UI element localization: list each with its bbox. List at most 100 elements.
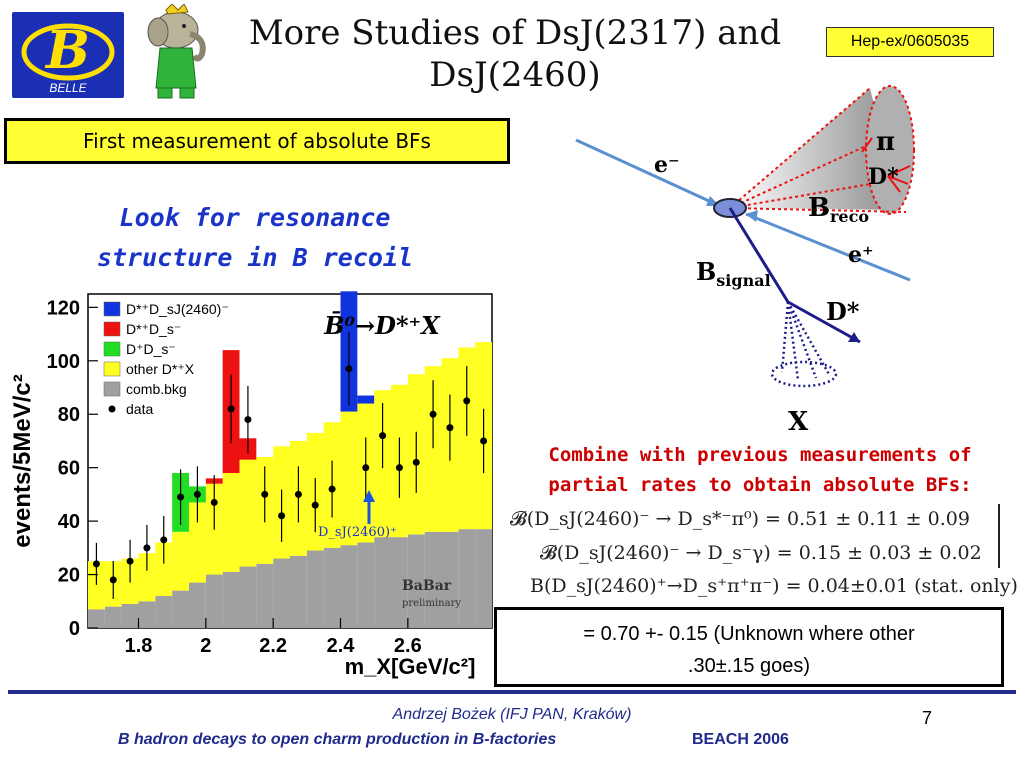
- label-dstar-top: D*: [868, 164, 899, 190]
- legend-swatch-3: [103, 361, 121, 377]
- bar-0-12: [290, 555, 307, 628]
- chart-title: B̄⁰→D*⁺X: [323, 311, 441, 340]
- reco-cone: [730, 88, 900, 210]
- bar-0-18: [391, 537, 408, 628]
- bar-0-23: [475, 529, 492, 628]
- bar-0-20: [424, 531, 442, 628]
- data-point-0: [92, 560, 100, 568]
- bar-0-7: [205, 574, 223, 628]
- electron-beam: [575, 138, 721, 208]
- bar-1-4: [155, 542, 173, 596]
- combine-line-2: partial rates to obtain absolute BFs:: [548, 474, 972, 496]
- label-dstar-bottom: D*: [826, 297, 860, 326]
- data-point-3: [143, 544, 151, 552]
- d-star-track: [787, 300, 861, 344]
- legend-label-0: D*⁺D_sJ(2460)⁻: [126, 301, 229, 317]
- bar-0-8: [222, 571, 240, 628]
- data-point-1: [109, 576, 117, 584]
- data-point-22: [463, 397, 471, 405]
- b-signal-track: [728, 207, 790, 303]
- data-point-23: [480, 437, 488, 445]
- elephant-mascot-icon: [140, 3, 220, 102]
- x-tick-label-3: 2.4: [327, 635, 356, 657]
- title-line-1: More Studies of DsJ(2317) and: [248, 13, 782, 53]
- data-point-16: [362, 464, 370, 472]
- label-breco: Breco: [808, 193, 869, 226]
- decay-diagram: e⁻ e⁺ π D* Breco Bsignal D* X: [570, 80, 1010, 440]
- bar-0-19: [407, 534, 425, 628]
- svg-text:B: B: [44, 20, 90, 81]
- combine-text: Combine with previous measurements of pa…: [505, 440, 1015, 500]
- equation-1: 𝓑(D_sJ(2460)⁻ → D_s*⁻π⁰) = 0.51 ± 0.11 ±…: [510, 508, 970, 530]
- bar-1-6: [189, 502, 206, 583]
- belle-logo: B BELLE: [12, 12, 124, 98]
- equation-2: 𝓑(D_sJ(2460)⁻ → D_s⁻γ) = 0.15 ± 0.03 ± 0…: [540, 542, 982, 564]
- bar-0-10: [256, 563, 274, 628]
- resonance-text: Look for resonance structure in B recoil: [40, 198, 470, 278]
- title-line-2: DsJ(2460): [429, 55, 601, 95]
- x-tick-label-2: 2.2: [259, 635, 287, 657]
- legend-label-1: D*⁺D_s⁻: [126, 321, 181, 337]
- bar-0-14: [323, 547, 341, 628]
- legend-swatch-0: [103, 301, 121, 317]
- data-point-8: [227, 405, 235, 413]
- y-tick-label-1: 20: [58, 565, 80, 587]
- equation-3: B(D_sJ(2460)⁺→D_s⁺π⁺π⁻) = 0.04±0.01 (sta…: [530, 575, 1018, 597]
- bar-1-3: [138, 553, 156, 602]
- data-point-13: [311, 501, 319, 509]
- mx-histogram: 0 20 40 60 80 100 120 1.8 2 2.2 2.4 2.6 events/5MeV…: [0, 288, 496, 688]
- dsj-annotation: D_sJ(2460)⁺: [318, 525, 397, 540]
- data-point-10: [261, 490, 269, 498]
- label-pi: π: [876, 127, 895, 157]
- data-point-20: [429, 410, 437, 418]
- y-tick-label-3: 60: [58, 458, 80, 480]
- footer-conference: BEACH 2006: [692, 731, 789, 748]
- reference-badge: Hep-ex/0605035: [826, 27, 994, 57]
- x-system-cone: [770, 360, 838, 388]
- data-point-9: [244, 416, 252, 424]
- bar-1-15: [340, 411, 358, 546]
- watermark-babar: BaBar: [402, 578, 452, 594]
- mx-histogram-svg: 0 20 40 60 80 100 120 1.8 2 2.2 2.4 2.6 events/5MeV…: [9, 291, 493, 679]
- bar-0-6: [189, 582, 206, 628]
- y-tick-label-5: 100: [47, 351, 80, 373]
- legend-label-2: D⁺D_s⁻: [126, 341, 176, 357]
- bar-1-20: [424, 366, 442, 532]
- resonance-text-line-1: Look for resonance: [119, 203, 391, 232]
- bar-0-9: [239, 566, 257, 628]
- bar-0-21: [441, 531, 459, 628]
- bar-1-5: [172, 531, 189, 591]
- data-point-6: [193, 490, 201, 498]
- y-tick-label-0: 0: [69, 618, 80, 640]
- result-box: = 0.70 +- 0.15 (Unknown where other .30±…: [494, 607, 1004, 687]
- label-eplus: e⁺: [848, 242, 874, 268]
- belle-logo-text: BELLE: [49, 81, 87, 95]
- bar-0-22: [458, 529, 476, 628]
- legend-swatch-4: [103, 381, 121, 397]
- bar-0-15: [340, 545, 358, 628]
- positron-beam: [745, 212, 911, 282]
- data-point-19: [412, 458, 420, 466]
- x-tick-label-1: 2: [200, 635, 211, 657]
- dsj-arrow-head: [363, 490, 375, 502]
- footer-talk-title: B hadron decays to open charm production…: [118, 731, 557, 748]
- data-point-7: [210, 498, 218, 506]
- watermark-preliminary: preliminary: [402, 598, 461, 609]
- data-point-2: [126, 557, 134, 565]
- bar-1-9: [239, 459, 257, 567]
- resonance-text-line-2: structure in B recoil: [96, 243, 414, 272]
- bar-0-11: [273, 558, 290, 628]
- footer-author: Andrzej Bożek (IFJ PAN, Kraków): [392, 706, 632, 723]
- bar-1-8: [222, 473, 240, 572]
- result-line-1: = 0.70 +- 0.15 (Unknown where other: [583, 623, 915, 645]
- data-point-21: [446, 424, 454, 432]
- bar-4-16: [357, 395, 375, 404]
- y-tick-label-4: 80: [58, 404, 80, 426]
- bar-0-2: [121, 603, 139, 628]
- result-line-2: .30±.15 goes): [687, 655, 811, 677]
- bar-0-0: [88, 609, 105, 628]
- bar-0-16: [357, 542, 375, 628]
- data-point-11: [278, 512, 286, 520]
- y-tick-label-2: 40: [58, 511, 80, 533]
- legend-label-3: other D*⁺X: [126, 361, 195, 377]
